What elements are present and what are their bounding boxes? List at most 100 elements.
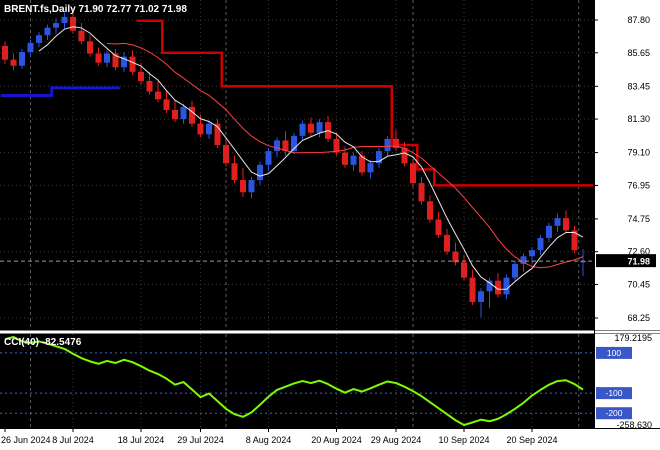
price-tick-label: 83.45	[627, 81, 650, 91]
cci-min-label: -258.630	[616, 420, 652, 430]
candle-body[interactable]	[478, 291, 484, 302]
resistance-line	[136, 19, 594, 187]
candle-body[interactable]	[554, 218, 561, 226]
candle-body[interactable]	[36, 35, 42, 43]
candle-body[interactable]	[240, 180, 246, 193]
candle-body[interactable]	[580, 261, 586, 263]
candle-body[interactable]	[197, 123, 204, 135]
candle-body[interactable]	[333, 138, 340, 153]
candle-body[interactable]	[10, 59, 17, 66]
candle-body[interactable]	[206, 123, 212, 135]
candle-body[interactable]	[163, 99, 170, 110]
candle-body[interactable]	[461, 262, 467, 278]
candle-body[interactable]	[384, 138, 391, 152]
symbol-ohlc-title: BRENT.fs,Daily 71.90 72.77 71.02 71.98	[4, 4, 187, 15]
candle-body[interactable]	[299, 123, 306, 136]
candle-body[interactable]	[87, 41, 93, 54]
cci-plot-bg[interactable]	[0, 334, 594, 428]
candle-body[interactable]	[78, 30, 85, 42]
candle-body[interactable]	[435, 219, 442, 235]
candle-body[interactable]	[70, 16, 76, 31]
candle-body[interactable]	[537, 237, 544, 251]
cci-level-badge	[596, 387, 632, 400]
candle-body[interactable]	[308, 123, 314, 133]
candle-body[interactable]	[248, 180, 255, 193]
candle-body[interactable]	[129, 56, 136, 72]
candle-body[interactable]	[274, 140, 280, 152]
candle-body[interactable]	[444, 234, 450, 252]
date-tick-label: 26 Jun 2024	[1, 435, 51, 445]
cci-level-badge	[596, 407, 632, 420]
candle-body[interactable]	[359, 155, 365, 173]
candle-body[interactable]	[44, 27, 51, 36]
candle-body[interactable]	[27, 42, 34, 53]
candle-body[interactable]	[410, 163, 416, 184]
date-tick-label: 10 Sep 2024	[438, 435, 489, 445]
candle-body[interactable]	[155, 91, 161, 100]
date-tick-label: 29 Aug 2024	[371, 435, 422, 445]
ma-slow-line	[106, 42, 584, 269]
candle-body[interactable]	[138, 71, 144, 81]
candle-body[interactable]	[367, 163, 374, 173]
candle-body[interactable]	[376, 151, 382, 164]
candle-body[interactable]	[180, 106, 187, 120]
cci-level-badge-label: -200	[605, 408, 622, 418]
time-axis[interactable]: 26 Jun 2024 8 Jul 2024 18 Jul 2024 29 Jul 2…	[0, 428, 660, 445]
date-tick-label: 8 Aug 2024	[246, 435, 292, 445]
price-tick-label: 87.80	[627, 15, 650, 25]
support-line	[0, 86, 120, 97]
cci-level-badge	[596, 346, 632, 359]
candle-body[interactable]	[452, 251, 459, 263]
candle-body[interactable]	[61, 16, 68, 24]
candle-body[interactable]	[2, 45, 8, 60]
candle-body[interactable]	[231, 163, 238, 181]
cci-axis[interactable]: 179.2195 -258.630 100 -100 -200	[596, 333, 652, 430]
price-tick-label: 85.65	[627, 48, 650, 58]
candle-body[interactable]	[342, 152, 348, 165]
candle-body[interactable]	[316, 122, 323, 133]
price-tick-label: 68.25	[627, 313, 650, 323]
candle-body[interactable]	[112, 53, 119, 68]
candle-body[interactable]	[95, 53, 102, 63]
candle-body[interactable]	[19, 52, 25, 66]
candle-body[interactable]	[121, 56, 127, 68]
candle-body[interactable]	[146, 80, 153, 92]
candle-body[interactable]	[291, 135, 297, 152]
candle-body[interactable]	[495, 280, 501, 295]
candle-body[interactable]	[486, 280, 493, 292]
candle-body[interactable]	[418, 183, 425, 202]
candle-body[interactable]	[427, 201, 433, 220]
candle-body[interactable]	[257, 164, 263, 181]
candle-body[interactable]	[265, 151, 272, 165]
candle-body[interactable]	[503, 277, 510, 295]
candle-body[interactable]	[563, 218, 569, 231]
cci-level-badge-label: 100	[607, 348, 621, 358]
date-tick-label: 20 Aug 2024	[311, 435, 362, 445]
candle-body[interactable]	[172, 109, 178, 120]
price-axis[interactable]: 87.80 85.65 83.45 81.30 79.10 76.95 74.75 72.60…	[594, 0, 656, 428]
candle-body[interactable]	[53, 23, 59, 28]
price-tick-label: 79.10	[627, 148, 650, 158]
price-tick-label: 72.60	[627, 247, 650, 257]
date-tick-label: 18 Jul 2024	[118, 435, 165, 445]
candle-body[interactable]	[520, 256, 527, 264]
candle-body[interactable]	[104, 53, 110, 63]
candle-body[interactable]	[223, 144, 229, 164]
candles-layer[interactable]	[2, 10, 586, 318]
date-tick-label: 29 Jul 2024	[177, 435, 224, 445]
cci-max-label: 179.2195	[614, 333, 652, 343]
candle-body[interactable]	[469, 277, 476, 302]
candle-body[interactable]	[350, 155, 357, 165]
candle-body[interactable]	[189, 106, 195, 124]
price-tick-label: 81.30	[627, 114, 650, 124]
candle-body[interactable]	[529, 250, 535, 257]
candle-body[interactable]	[214, 123, 221, 145]
candle-body[interactable]	[546, 225, 552, 238]
candle-body[interactable]	[571, 230, 578, 251]
candle-body[interactable]	[393, 138, 399, 149]
candle-body[interactable]	[401, 148, 408, 164]
candle-body[interactable]	[282, 140, 289, 152]
candle-body[interactable]	[512, 263, 518, 278]
